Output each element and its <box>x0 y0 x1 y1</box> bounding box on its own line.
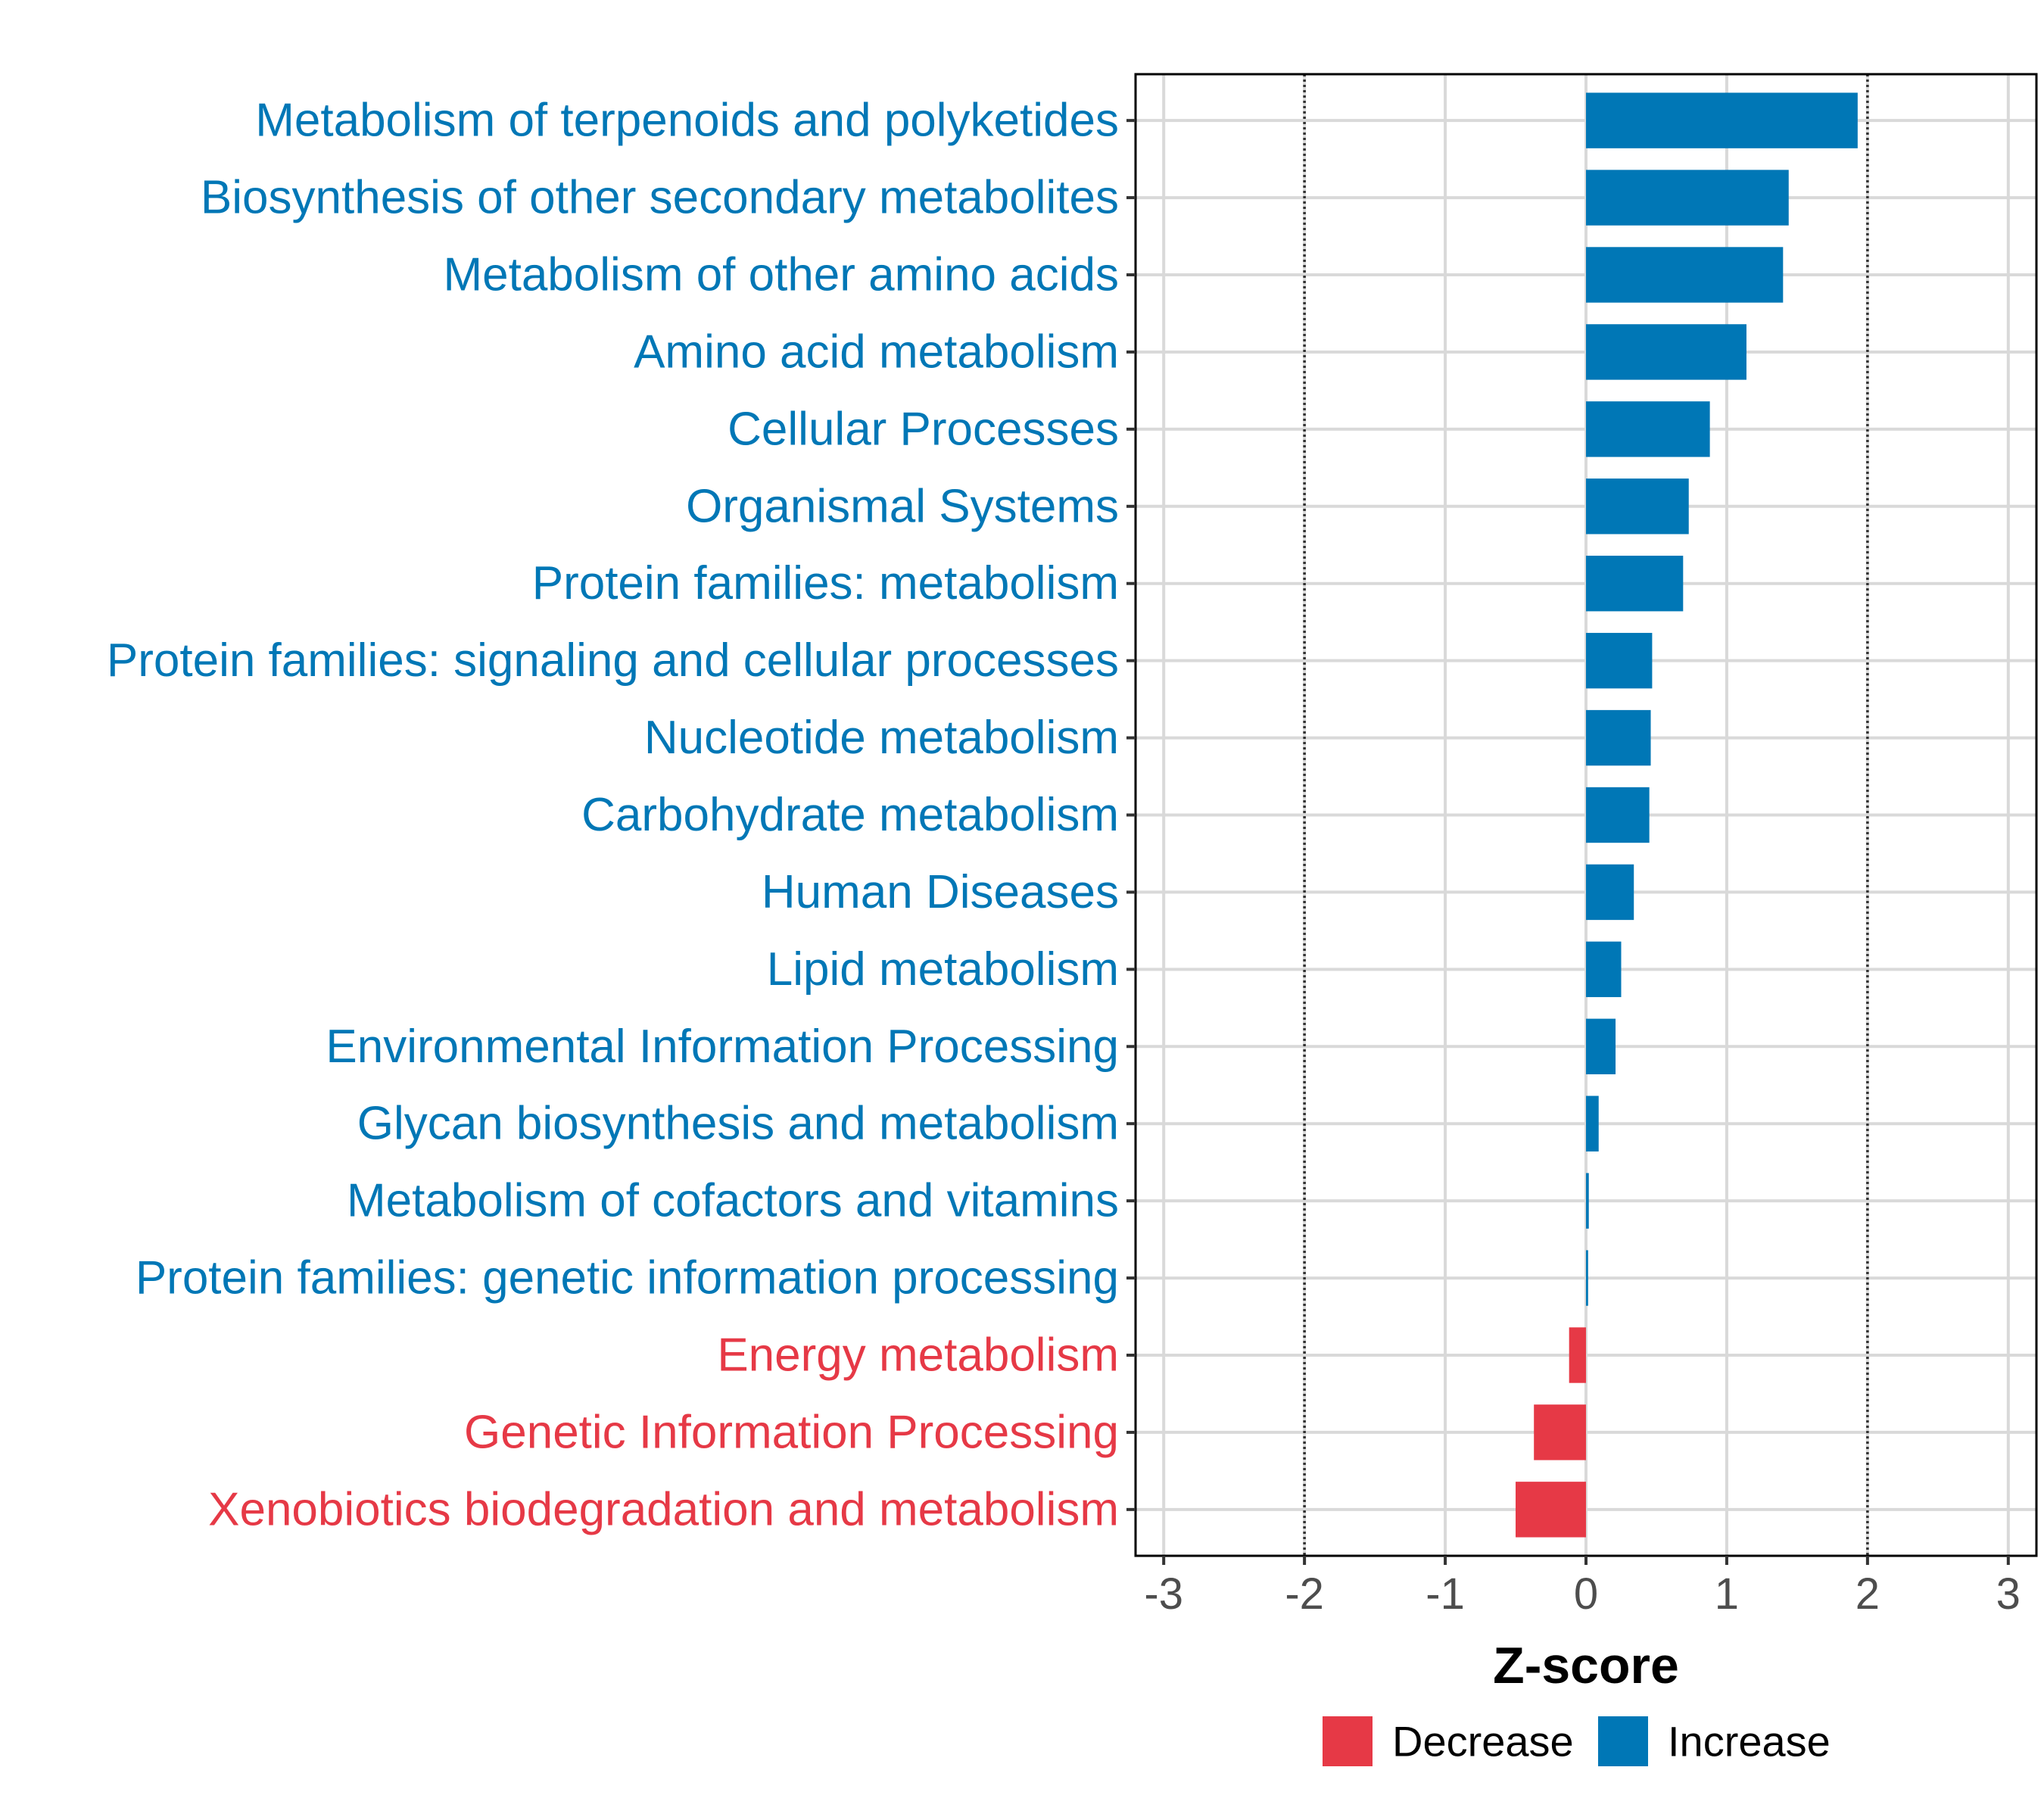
category-label: Xenobiotics biodegradation and metabolis… <box>208 1483 1119 1535</box>
bar <box>1516 1482 1586 1538</box>
bar <box>1586 1095 1599 1152</box>
x-tick-label: 2 <box>1855 1569 1880 1619</box>
category-label: Lipid metabolism <box>767 943 1119 996</box>
x-tick-label: -1 <box>1426 1569 1465 1619</box>
bar <box>1586 1018 1616 1074</box>
bar <box>1534 1404 1586 1460</box>
x-tick-label: 3 <box>1996 1569 2021 1619</box>
bar <box>1586 324 1746 380</box>
bar <box>1586 1250 1588 1306</box>
bar <box>1586 787 1650 843</box>
bars <box>1516 92 1858 1538</box>
category-label: Protein families: genetic information pr… <box>136 1252 1119 1304</box>
category-label: Cellular Processes <box>728 403 1119 455</box>
x-tick-label: -2 <box>1285 1569 1324 1619</box>
legend-key-increase <box>1598 1716 1648 1766</box>
legend-label-increase: Increase <box>1668 1718 1831 1766</box>
category-label: Protein families: signaling and cellular… <box>107 634 1119 687</box>
category-label: Environmental Information Processing <box>326 1021 1119 1073</box>
bar <box>1586 556 1684 612</box>
category-label: Nucleotide metabolism <box>644 712 1119 764</box>
category-label: Metabolism of cofactors and vitamins <box>347 1175 1119 1227</box>
bar <box>1586 170 1789 226</box>
bar <box>1586 941 1622 998</box>
y-axis-ticks <box>1126 119 1136 1511</box>
category-label: Genetic Information Processing <box>464 1406 1119 1458</box>
legend-label-decrease: Decrease <box>1392 1718 1574 1766</box>
bar <box>1586 92 1858 148</box>
category-label: Human Diseases <box>762 866 1119 918</box>
x-axis-title: Z-score <box>1493 1637 1679 1694</box>
category-labels: Metabolism of terpenoids and polyketides… <box>107 95 1119 1536</box>
bar <box>1586 864 1634 921</box>
category-label: Energy metabolism <box>717 1329 1119 1381</box>
bar <box>1586 478 1689 535</box>
category-label: Metabolism of terpenoids and polyketides <box>255 95 1119 147</box>
category-label: Organismal Systems <box>686 480 1119 532</box>
bar <box>1586 1173 1589 1229</box>
x-tick-label: 0 <box>1574 1569 1598 1619</box>
category-label: Biosynthesis of other secondary metaboli… <box>201 172 1119 224</box>
bar <box>1586 632 1653 689</box>
legend-key-decrease <box>1323 1716 1373 1766</box>
category-label: Carbohydrate metabolism <box>581 789 1119 841</box>
bar <box>1586 401 1710 457</box>
bar <box>1569 1327 1586 1383</box>
category-label: Amino acid metabolism <box>634 326 1119 378</box>
category-label: Protein families: metabolism <box>532 557 1119 609</box>
x-axis-ticks: -3 -2 -1 0 1 2 3 <box>1144 1556 2021 1619</box>
x-tick-label: 1 <box>1715 1569 1739 1619</box>
legend: Decrease Increase <box>1323 1716 1831 1766</box>
category-label: Metabolism of other amino acids <box>443 249 1119 301</box>
category-label: Glycan biosynthesis and metabolism <box>357 1098 1119 1150</box>
x-tick-label: -3 <box>1144 1569 1183 1619</box>
bar <box>1586 709 1651 766</box>
bar <box>1586 247 1784 303</box>
